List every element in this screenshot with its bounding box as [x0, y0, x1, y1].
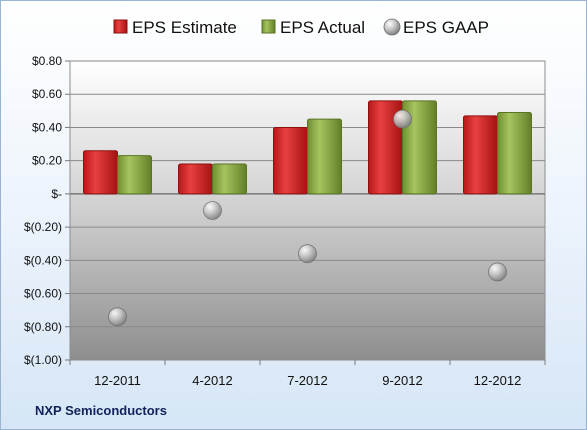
plot-area — [69, 60, 546, 361]
x-tick-label: 7-2012 — [287, 373, 327, 388]
eps-actual-bar — [497, 111, 532, 195]
eps-gaap-point — [298, 244, 317, 264]
x-tick-label: 9-2012 — [382, 373, 422, 388]
legend-swatch — [383, 18, 401, 36]
y-tick-label: $(0.60) — [24, 287, 62, 301]
eps-gaap-point — [108, 307, 127, 327]
eps-gaap-point — [393, 109, 412, 129]
legend-label: EPS GAAP — [403, 18, 489, 37]
y-tick-label: $(0.80) — [24, 320, 62, 334]
eps-actual-bar — [402, 100, 437, 195]
x-tick-label: 12-2011 — [94, 373, 141, 388]
legend-swatch — [261, 19, 276, 34]
y-tick-label: $- — [51, 187, 62, 201]
eps-gaap-point — [488, 262, 507, 282]
legend-label: EPS Actual — [280, 18, 365, 37]
x-tick-label: 12-2012 — [474, 373, 522, 388]
y-tick-label: $0.60 — [32, 87, 62, 101]
eps-actual-bar — [117, 155, 152, 195]
company-name: NXP Semiconductors — [35, 403, 167, 418]
eps-estimate-bar — [83, 150, 118, 195]
eps-estimate-bar — [273, 126, 308, 195]
y-tick-label: $(1.00) — [24, 353, 62, 367]
y-tick-label: $(0.40) — [24, 253, 62, 267]
legend-swatch — [113, 19, 128, 34]
eps-gaap-point — [203, 201, 222, 220]
eps-actual-bar — [212, 163, 247, 195]
eps-estimate-bar — [463, 115, 498, 195]
eps-estimate-bar — [178, 163, 213, 195]
legend-label: EPS Estimate — [132, 18, 237, 37]
x-tick-label: 4-2012 — [192, 373, 232, 388]
y-tick-label: $0.80 — [32, 54, 62, 68]
y-tick-label: $(0.20) — [24, 220, 62, 234]
y-tick-label: $0.40 — [32, 120, 62, 134]
eps-actual-bar — [307, 118, 342, 195]
y-tick-label: $0.20 — [32, 154, 62, 168]
